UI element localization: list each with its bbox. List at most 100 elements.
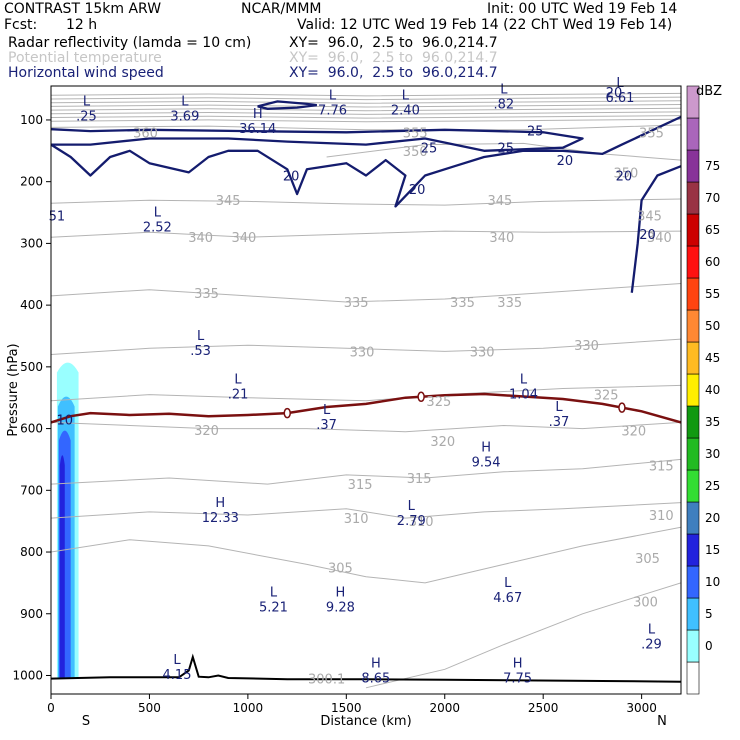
theta-contour-label: 340 — [188, 231, 213, 246]
init-time: Init: 00 UTC Wed 19 Feb 14 — [487, 1, 678, 17]
theta-contour-340 — [51, 230, 681, 238]
extremum-value: 1.04 — [509, 387, 538, 402]
wind-contour-label: 20 — [283, 170, 300, 185]
colorbar-swatch — [686, 277, 700, 311]
theta-contour-label: 305 — [328, 561, 353, 576]
theta-contour-345 — [51, 198, 681, 206]
surface-layer — [51, 653, 681, 683]
extremum-value: 9.54 — [472, 455, 501, 470]
extremum-type: L — [500, 82, 508, 97]
field-reflectivity-xy: XY= 96.0, 2.5 to 96.0,214.7 — [289, 35, 498, 51]
x-tick-label: 2500 — [528, 701, 559, 715]
colorbar-tick-label: 35 — [705, 415, 720, 429]
extremum-type: H — [513, 656, 523, 671]
theta-contour-320 — [51, 421, 681, 433]
theta-contour-label: 345 — [487, 194, 512, 209]
theta-contour-upper — [51, 118, 681, 123]
field-wind-xy: XY= 96.0, 2.5 to 96.0,214.7 — [289, 65, 498, 81]
extremum-value: 7.76 — [318, 103, 347, 118]
wind-contour-label: 51 — [49, 210, 66, 225]
contour-labels: 360 355 350 355 350 345 345 345 340 340 340 340 335 3… — [49, 86, 674, 687]
extremum-value: 2.52 — [143, 221, 172, 236]
theta-contour-label: 330 — [350, 345, 375, 360]
colorbar-swatch — [686, 117, 700, 151]
theta-contour-350 — [326, 142, 681, 161]
extremum-value: 8.65 — [361, 671, 390, 686]
axes: 0 500 1000 1500 2000 2500 3000 100 200 300 400 500 6… — [12, 113, 656, 715]
theta-contour-label: 320 — [430, 435, 455, 450]
extremum-type: L — [83, 95, 91, 110]
extremum-value: 4.67 — [493, 591, 522, 606]
theta-contour-label: 310 — [649, 509, 674, 524]
theta-contour-325 — [51, 384, 681, 402]
field-theta-xy: XY= 96.0, 2.5 to 96.0,214.7 — [289, 50, 498, 66]
x-tick-label: 500 — [138, 701, 161, 715]
theta-contour-upper — [51, 111, 681, 115]
extremum-type: H — [481, 440, 491, 455]
theta-contour-label: 330 — [574, 339, 599, 354]
theta-contour-upper — [51, 104, 681, 108]
colorbar-swatch — [686, 309, 700, 343]
wind-contour-label: 20 — [639, 228, 656, 243]
extremum-value: .25 — [76, 110, 97, 125]
theta-contour-label: 355 — [403, 126, 428, 141]
field-reflectivity-name: Radar reflectivity (lamda = 10 cm) — [8, 35, 252, 51]
wind-contour-label: 10 — [57, 413, 74, 428]
center-label: NCAR/MMM — [241, 1, 322, 17]
theta-contour-upper — [51, 115, 681, 119]
colorbar-swatch — [686, 501, 700, 535]
x-tick-label: 0 — [47, 701, 55, 715]
colorbar-swatch — [686, 373, 700, 407]
extremum-type: L — [402, 88, 410, 103]
colorbar-tick-label: 50 — [705, 319, 720, 333]
extremum-type: L — [520, 372, 528, 387]
theta-contour-label: 325 — [594, 389, 619, 404]
colorbar-swatch — [686, 181, 700, 215]
extremum-value: 12.33 — [202, 511, 239, 526]
colorbar-swatch — [686, 533, 700, 567]
theta-contour-310 — [51, 502, 681, 519]
x-tick-label: 3000 — [626, 701, 657, 715]
theta-contour-label: 345 — [216, 194, 241, 209]
theta-contour-300 — [365, 582, 681, 689]
colorbar-swatch — [686, 661, 700, 695]
colorbar-tick-label: 40 — [705, 383, 720, 397]
wind-layer — [51, 100, 681, 293]
theta-contour-upper — [51, 107, 681, 112]
y-tick-label: 200 — [20, 175, 43, 189]
colorbar-tick-label: 45 — [705, 351, 720, 365]
y-tick-label: 900 — [20, 607, 43, 621]
theta-contour-335 — [51, 283, 681, 303]
extremum-value: .21 — [228, 387, 249, 402]
theta-contour-label: 340 — [489, 231, 514, 246]
plot-frame — [50, 85, 682, 695]
wind-contour-25 — [51, 128, 584, 152]
extremum-type: L — [197, 329, 205, 344]
colorbar-tick-label: 65 — [705, 223, 720, 237]
theta-contour-label: 350 — [613, 166, 638, 181]
wind-contour-20 — [51, 115, 681, 208]
colorbar-tick-label: 5 — [705, 607, 713, 621]
theta-contour-label: 305 — [635, 552, 660, 567]
extremum-type: L — [504, 576, 512, 591]
freezing-level-marker — [417, 391, 425, 402]
extremum-value: 3.69 — [170, 110, 199, 125]
extremum-value: .37 — [549, 415, 570, 430]
theta-contour-label: 335 — [194, 287, 219, 302]
freezing-level-marker — [283, 407, 291, 419]
freezing-level-marker — [618, 402, 626, 413]
wind-contour-30 — [257, 100, 317, 110]
wind-contour-label: 25 — [527, 124, 544, 139]
extremum-value: 9.28 — [326, 600, 355, 615]
extremum-value: 2.79 — [397, 514, 426, 529]
theta-contour-label: 335 — [344, 296, 369, 311]
y-tick-label: 600 — [20, 422, 43, 436]
colorbar-tick-label: 55 — [705, 287, 720, 301]
theta-contour-label: 345 — [637, 210, 662, 225]
wind-contour-label: 20 — [409, 183, 426, 198]
colorbar-tick-label: 75 — [705, 159, 720, 173]
theta-contour-label: 320 — [194, 424, 219, 439]
extremum-type: H — [215, 496, 225, 511]
theta-layer — [51, 92, 681, 689]
